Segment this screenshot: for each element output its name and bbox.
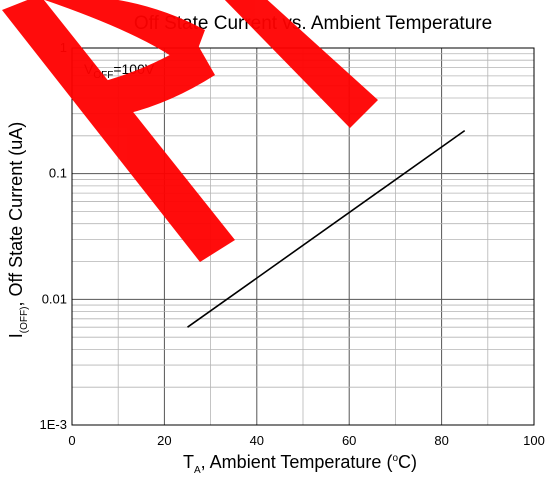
x-tick-label: 80 [434,433,448,448]
series-line [187,129,466,328]
x-tick-label: 20 [157,433,171,448]
y-tick-label: 0.01 [42,291,67,306]
x-label-main: T [183,452,194,472]
watermark-stroke-4 [224,0,378,128]
y-tick-label: 0.1 [49,166,67,181]
y-label-main: I [6,333,26,338]
y-label-sub: (OFF) [19,307,30,334]
x-label-sup: o [392,453,398,464]
x-label-sub: A [194,465,201,476]
chart-title: Off State Current vs. Ambient Temperatur… [134,13,492,34]
x-axis-label: TA, Ambient Temperature (oC) [183,452,417,476]
y-tick-label: 1E-3 [40,417,67,432]
x-tick-label: 0 [68,433,75,448]
x-tick-label: 60 [342,433,356,448]
watermark-stroke-1 [2,0,235,262]
x-label-end: C) [398,452,417,472]
watermark-stroke-2 [44,0,205,70]
y-label-rest: , Off State Current (uA) [6,122,26,307]
x-tick-label: 40 [250,433,264,448]
watermark-stroke-3 [90,40,215,118]
watermark [2,0,378,262]
x-tick-label: 100 [523,433,545,448]
x-label-rest: , Ambient Temperature ( [201,452,393,472]
y-axis-label: I(OFF), Off State Current (uA) [6,122,30,338]
series-layer [187,129,466,328]
